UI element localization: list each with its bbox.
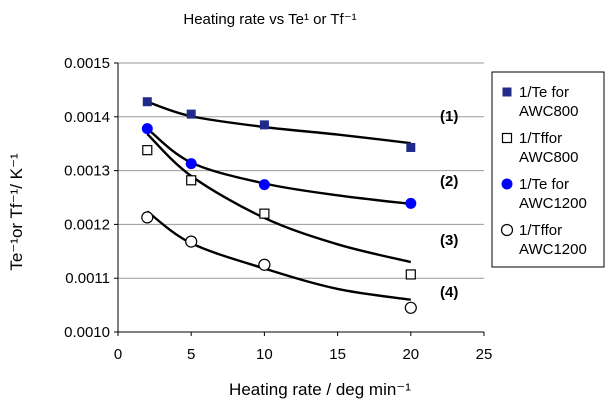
- legend-entry: AWC1200: [519, 241, 587, 258]
- legend-entry: AWC1200: [519, 195, 587, 212]
- data-point: [142, 97, 152, 107]
- y-tick-label: 0.0011: [65, 270, 110, 287]
- x-axis-label: Heating rate / deg min⁻¹: [229, 380, 411, 399]
- legend-marker: [502, 87, 512, 97]
- legend-entry: 1/Te for: [519, 176, 569, 193]
- data-point: [142, 145, 153, 156]
- legend-marker: [500, 223, 514, 237]
- y-tick-label: 0.0013: [64, 163, 110, 180]
- fit-label: (1): [440, 108, 458, 125]
- data-point: [185, 158, 197, 170]
- axes: 0.0010 0.0011 0.0012 0.0013 0.0014 0.0015 0 5 10…: [64, 55, 492, 363]
- data-point: [406, 142, 416, 152]
- chart-title: Heating rate vs Te¹ or Tf⁻¹: [183, 11, 356, 28]
- legend-marker: [501, 178, 513, 190]
- y-tick-label: 0.0015: [64, 55, 110, 72]
- data-markers: [141, 97, 417, 314]
- data-point: [185, 235, 198, 248]
- legend: 1/Te for AWC800 1/Tffor AWC800 1/Te for AWC12…: [491, 71, 605, 268]
- x-tick-label: 20: [402, 346, 419, 363]
- x-tick-label: 5: [187, 346, 195, 363]
- data-point: [259, 208, 270, 219]
- data-point: [259, 120, 269, 130]
- y-tick-label: 0.0010: [64, 324, 110, 341]
- x-tick-label: 10: [256, 346, 273, 363]
- fit-label: (3): [440, 232, 458, 249]
- data-point: [405, 269, 416, 280]
- fit-labels: (1) (3) (2) (4): [440, 108, 458, 301]
- legend-entry: AWC800: [519, 149, 578, 166]
- legend-entry: 1/Te for: [519, 84, 569, 101]
- data-point: [258, 258, 271, 271]
- fit-label: (2): [440, 173, 458, 190]
- data-point: [141, 211, 154, 224]
- y-tick-label: 0.0012: [64, 216, 110, 233]
- fit-label: (4): [440, 284, 458, 301]
- legend-entry: 1/Tffor: [519, 222, 562, 239]
- legend-entry: AWC800: [519, 103, 578, 120]
- data-point: [405, 197, 417, 209]
- data-point: [258, 179, 270, 191]
- x-tick-label: 15: [329, 346, 346, 363]
- grid-lines: [118, 62, 484, 279]
- x-tick-label: 0: [114, 346, 122, 363]
- data-point: [186, 109, 196, 119]
- legend-entry: 1/Tffor: [519, 130, 562, 147]
- y-tick-label: 0.0014: [64, 109, 110, 126]
- data-point: [186, 175, 197, 186]
- data-point: [404, 301, 417, 314]
- x-tick-label: 25: [476, 346, 493, 363]
- y-axis-label: Te⁻¹or Tf⁻¹/ K⁻¹: [7, 153, 26, 271]
- fit-curve: [146, 100, 411, 145]
- data-point: [141, 123, 153, 135]
- legend-marker: [501, 132, 513, 144]
- fit-curves: [146, 100, 412, 301]
